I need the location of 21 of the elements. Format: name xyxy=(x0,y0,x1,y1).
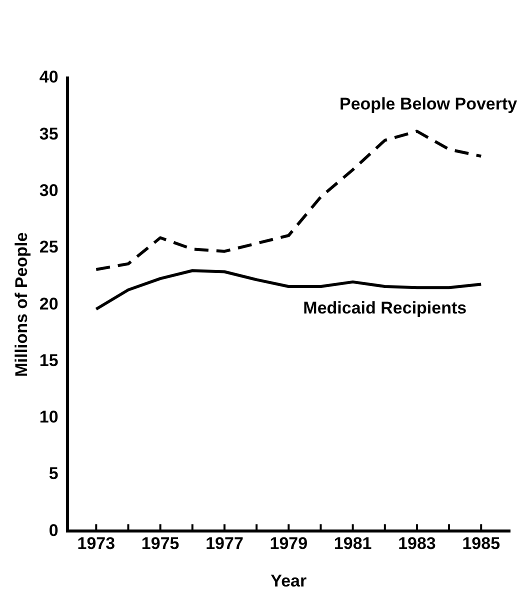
y-axis-title: Millions of People xyxy=(12,232,31,377)
x-tick-label: 1977 xyxy=(206,534,244,554)
y-tick-label: 20 xyxy=(39,294,58,314)
x-axis-title: Year xyxy=(270,571,307,590)
y-tick-label: 0 xyxy=(48,520,58,540)
x-tick-label: 1975 xyxy=(141,534,180,554)
line-series xyxy=(94,130,483,271)
x-tick-label: 1983 xyxy=(398,534,436,554)
y-tick-label: 15 xyxy=(39,350,58,370)
y-tick-label: 25 xyxy=(39,238,58,257)
x-tick-label: 1985 xyxy=(462,534,500,554)
y-tick-label: 5 xyxy=(48,464,58,484)
x-tick-label: 1981 xyxy=(334,534,372,554)
y-tick-label: 10 xyxy=(39,408,58,427)
x-tick-label: 1979 xyxy=(270,534,308,554)
y-tick-label: 35 xyxy=(39,124,58,144)
y-tick-label: 40 xyxy=(39,68,58,87)
series-label: Medicaid Recipients xyxy=(303,298,467,318)
x-tick-label: 1973 xyxy=(77,534,116,554)
series-label: People Below Poverty xyxy=(340,94,518,114)
y-tick-label: 30 xyxy=(39,180,58,200)
